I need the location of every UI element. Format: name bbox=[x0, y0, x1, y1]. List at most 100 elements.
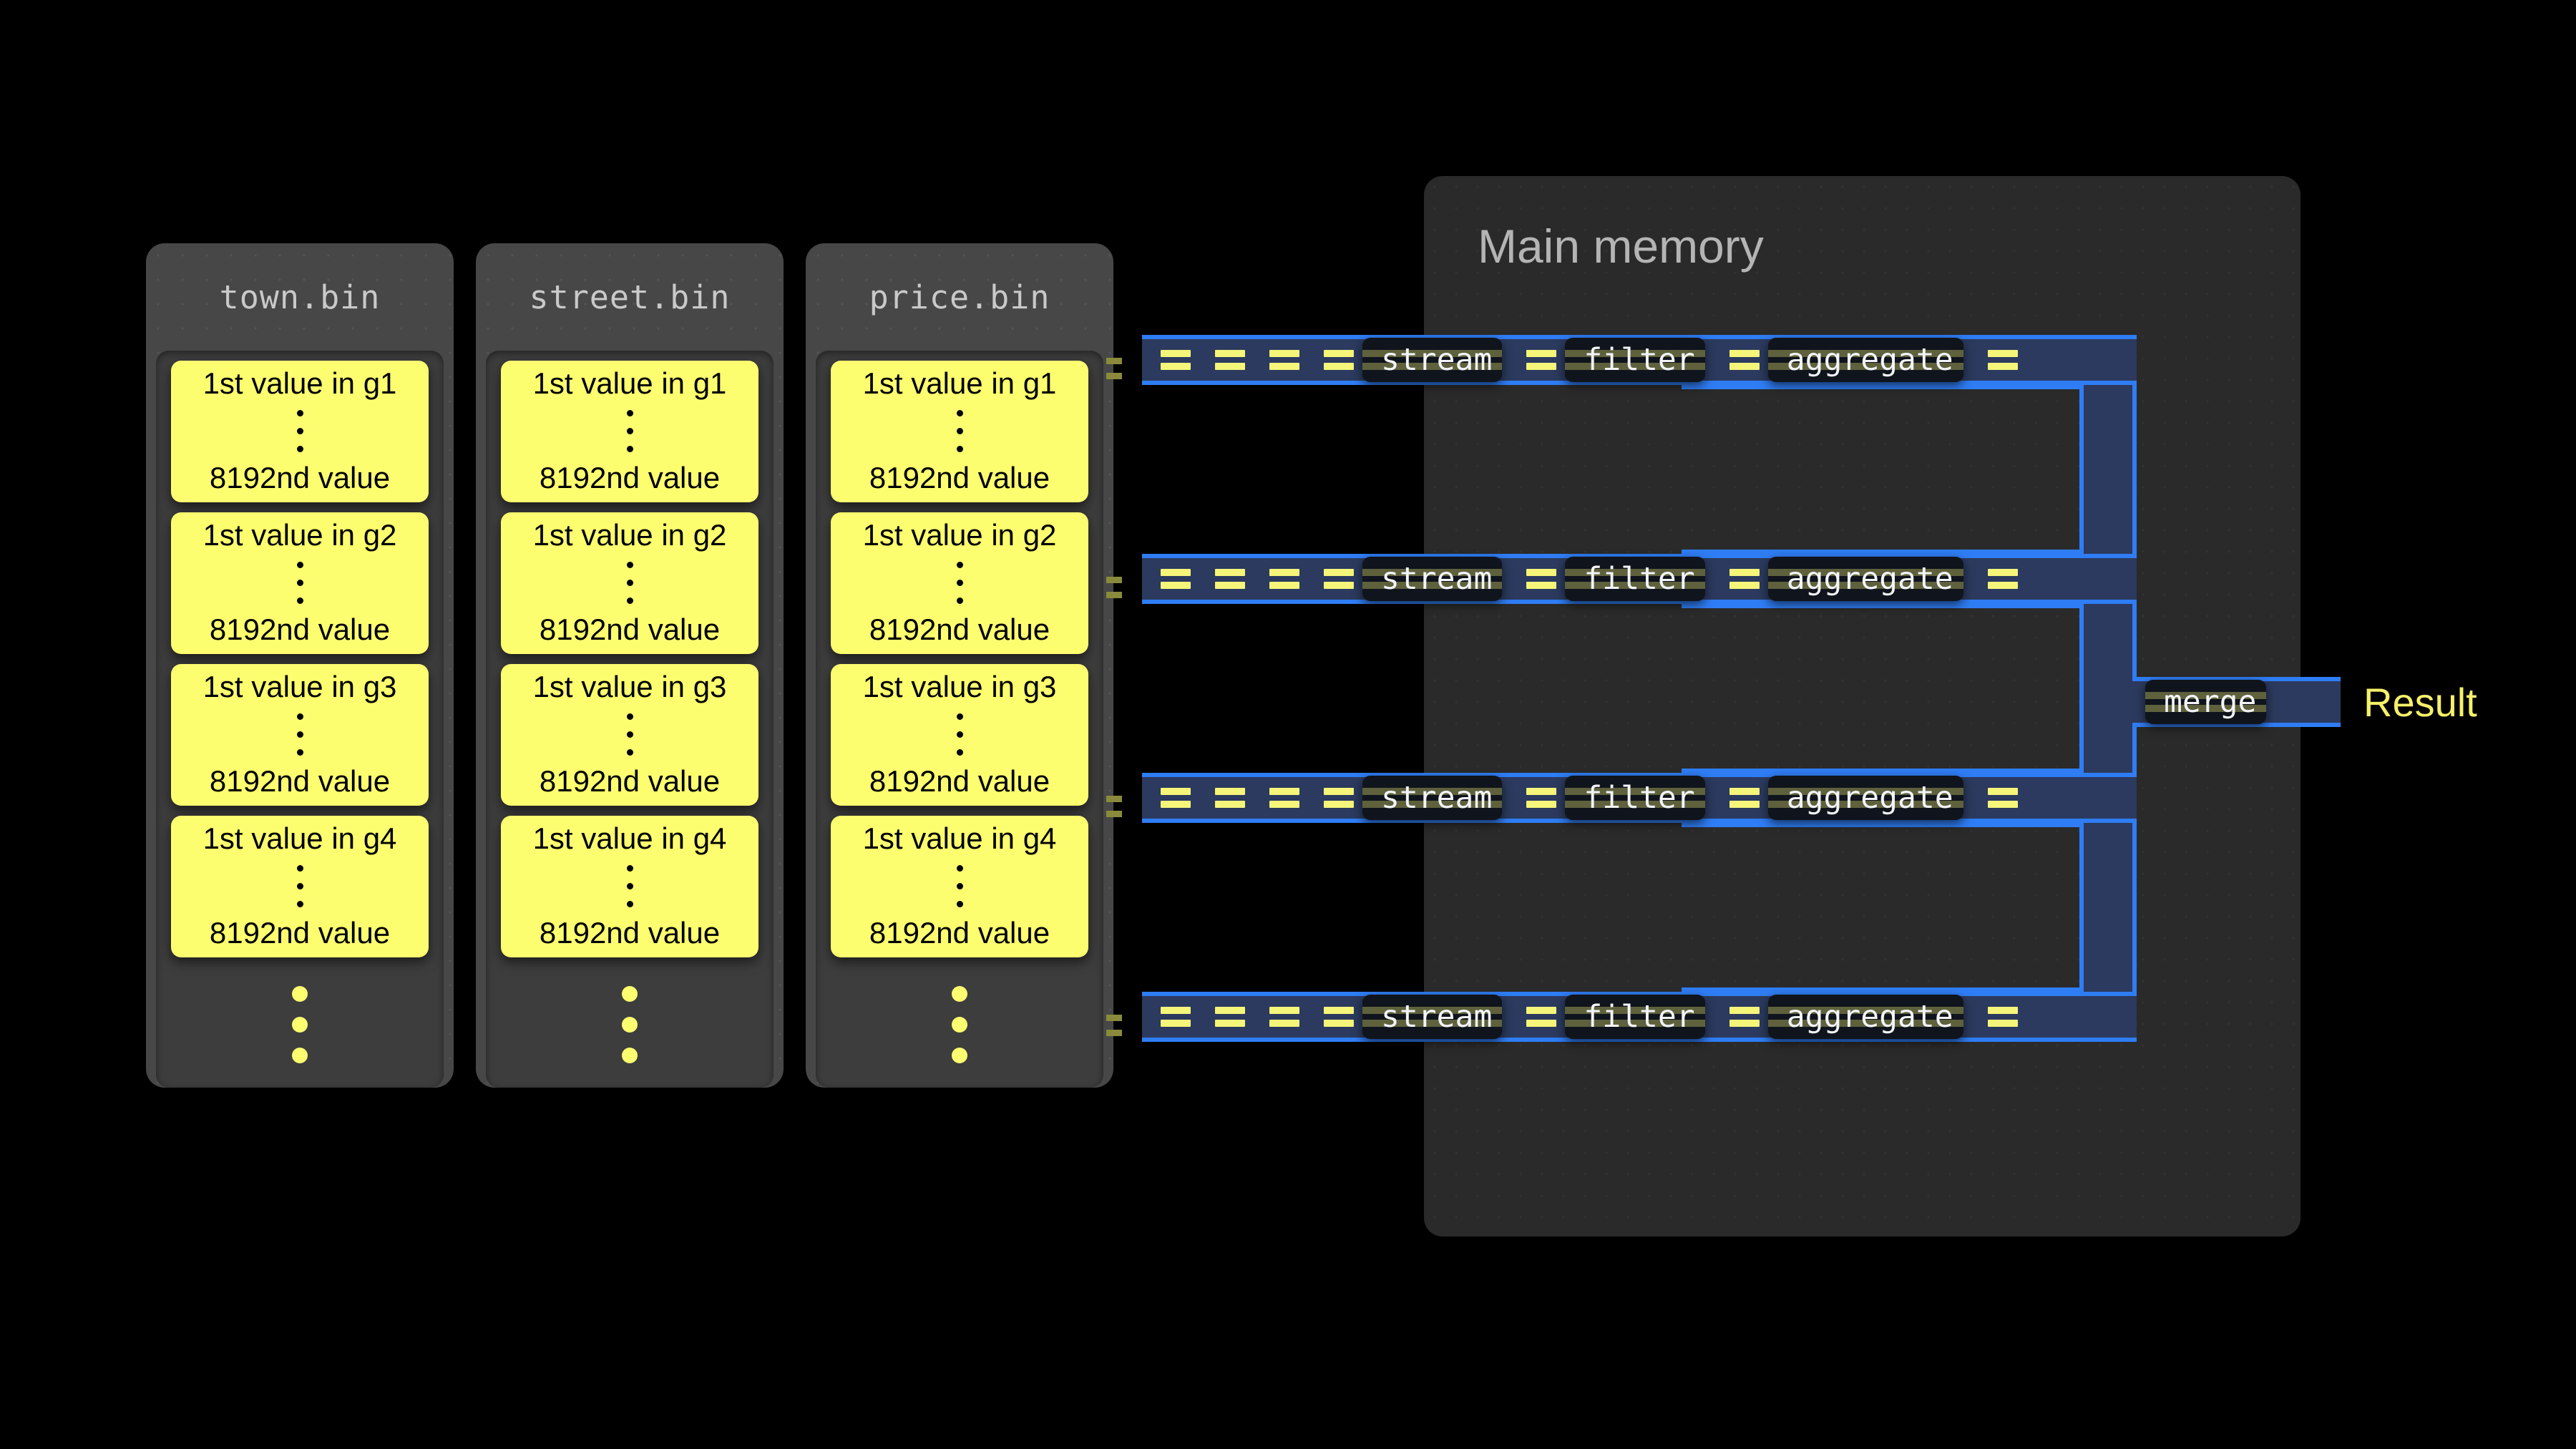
pipeline-stage-label: stream bbox=[1381, 780, 1493, 816]
pipeline-stage-label: filter bbox=[1584, 561, 1695, 597]
data-flow-equals-icon bbox=[1526, 348, 1557, 372]
data-flow-stub-icon bbox=[1106, 1015, 1122, 1036]
data-flow-equals-icon bbox=[1215, 1005, 1245, 1029]
data-flow-stub-icon bbox=[1106, 358, 1122, 379]
data-flow-equals-icon bbox=[1269, 1005, 1299, 1029]
pipeline-stage-label: stream bbox=[1381, 342, 1493, 378]
pipeline-stage-label: aggregate bbox=[1786, 999, 1953, 1035]
group-first-value: 1st value in g1 bbox=[203, 366, 397, 400]
vertical-ellipsis-icon bbox=[956, 561, 963, 604]
group-block: 1st value in g4 8192nd value bbox=[171, 816, 429, 957]
group-last-value: 8192nd value bbox=[209, 763, 391, 798]
merge-node[interactable]: merge bbox=[2137, 677, 2341, 727]
vertical-ellipsis-icon bbox=[956, 864, 963, 907]
group-last-value: 8192nd value bbox=[869, 612, 1050, 646]
data-flow-equals-icon bbox=[1269, 786, 1299, 810]
data-flow-equals-icon bbox=[1987, 348, 2018, 372]
group-block: 1st value in g1 8192nd value bbox=[171, 361, 429, 502]
file-column-blocks: 1st value in g1 8192nd value 1st value i… bbox=[816, 351, 1103, 1088]
pipeline-row-2: stream filter aggregate bbox=[1142, 554, 2137, 604]
group-first-value: 1st value in g2 bbox=[532, 518, 727, 552]
group-first-value: 1st value in g2 bbox=[862, 518, 1057, 552]
vertical-ellipsis-icon bbox=[296, 409, 303, 452]
group-last-value: 8192nd value bbox=[869, 763, 1050, 798]
group-last-value: 8192nd value bbox=[209, 460, 391, 494]
data-flow-equals-icon bbox=[1729, 1005, 1760, 1029]
more-blocks-ellipsis-icon bbox=[816, 967, 1103, 1088]
pipeline-stage-label: aggregate bbox=[1786, 780, 1953, 816]
data-flow-equals-icon bbox=[1161, 567, 1191, 591]
group-last-value: 8192nd value bbox=[539, 915, 721, 950]
pipeline-stage-stream[interactable]: stream bbox=[1362, 995, 1503, 1039]
pipeline-stage-filter[interactable]: filter bbox=[1565, 338, 1705, 382]
data-flow-equals-icon bbox=[1729, 567, 1760, 591]
group-first-value: 1st value in g4 bbox=[203, 821, 397, 855]
group-block: 1st value in g4 8192nd value bbox=[501, 816, 758, 957]
vertical-ellipsis-icon bbox=[956, 713, 963, 756]
group-first-value: 1st value in g4 bbox=[532, 821, 727, 855]
file-column-header: price.bin bbox=[869, 278, 1050, 316]
file-column-header: town.bin bbox=[219, 278, 381, 316]
group-last-value: 8192nd value bbox=[869, 460, 1050, 494]
data-flow-equals-icon bbox=[1215, 348, 1245, 372]
data-flow-equals-icon bbox=[1729, 786, 1760, 810]
group-first-value: 1st value in g1 bbox=[532, 366, 727, 400]
pipeline-row-3: stream filter aggregate bbox=[1142, 773, 2137, 823]
pipeline-stage-filter[interactable]: filter bbox=[1565, 557, 1705, 601]
file-column-blocks: 1st value in g1 8192nd value 1st value i… bbox=[486, 351, 774, 1088]
group-block: 1st value in g1 8192nd value bbox=[831, 361, 1088, 502]
merge-pill[interactable]: merge bbox=[2145, 680, 2267, 724]
group-first-value: 1st value in g3 bbox=[532, 670, 727, 703]
file-column-header: street.bin bbox=[529, 278, 731, 316]
group-last-value: 8192nd value bbox=[539, 460, 721, 494]
file-column-town-bin: town.bin 1st value in g1 8192nd value 1s… bbox=[146, 243, 454, 1088]
group-block: 1st value in g1 8192nd value bbox=[501, 361, 758, 502]
pipeline-stage-aggregate[interactable]: aggregate bbox=[1767, 776, 1963, 820]
data-flow-equals-icon bbox=[1526, 567, 1557, 591]
pipeline-stage-filter[interactable]: filter bbox=[1565, 776, 1705, 820]
data-flow-equals-icon bbox=[1526, 1005, 1557, 1029]
data-flow-equals-icon bbox=[1987, 786, 2018, 810]
data-flow-equals-icon bbox=[1324, 567, 1354, 591]
pipeline-stage-label: filter bbox=[1584, 780, 1695, 816]
pipeline-stage-stream[interactable]: stream bbox=[1362, 557, 1503, 601]
data-flow-equals-icon bbox=[1269, 348, 1299, 372]
vertical-ellipsis-icon bbox=[626, 561, 633, 604]
group-block: 1st value in g3 8192nd value bbox=[501, 664, 758, 806]
vertical-ellipsis-icon bbox=[626, 713, 633, 756]
data-flow-equals-icon bbox=[1161, 1005, 1191, 1029]
data-flow-equals-icon bbox=[1526, 786, 1557, 810]
pipeline-stage-stream[interactable]: stream bbox=[1362, 338, 1503, 382]
pipeline-stage-stream[interactable]: stream bbox=[1362, 776, 1503, 820]
group-last-value: 8192nd value bbox=[869, 915, 1050, 950]
pipeline-stage-label: aggregate bbox=[1786, 561, 1953, 597]
group-first-value: 1st value in g1 bbox=[862, 366, 1057, 400]
data-flow-equals-icon bbox=[1729, 348, 1760, 372]
data-flow-equals-icon bbox=[1215, 567, 1245, 591]
group-block: 1st value in g3 8192nd value bbox=[831, 664, 1088, 806]
group-first-value: 1st value in g4 bbox=[862, 821, 1057, 855]
more-blocks-ellipsis-icon bbox=[156, 967, 444, 1088]
data-flow-equals-icon bbox=[1161, 786, 1191, 810]
pipeline-stage-aggregate[interactable]: aggregate bbox=[1767, 338, 1963, 382]
file-column-price-bin: price.bin 1st value in g1 8192nd value 1… bbox=[806, 243, 1113, 1088]
file-column-street-bin: street.bin 1st value in g1 8192nd value … bbox=[476, 243, 784, 1088]
data-flow-stub-icon bbox=[1106, 577, 1122, 598]
data-flow-equals-icon bbox=[1324, 348, 1354, 372]
data-flow-equals-icon bbox=[1215, 786, 1245, 810]
group-last-value: 8192nd value bbox=[209, 612, 391, 646]
group-first-value: 1st value in g3 bbox=[862, 670, 1057, 703]
pipeline-stage-aggregate[interactable]: aggregate bbox=[1767, 995, 1963, 1039]
pipeline-stage-aggregate[interactable]: aggregate bbox=[1767, 557, 1963, 601]
group-block: 1st value in g2 8192nd value bbox=[831, 512, 1088, 654]
pipeline-stage-filter[interactable]: filter bbox=[1565, 995, 1705, 1039]
pipeline-stage-label: filter bbox=[1584, 342, 1695, 378]
vertical-ellipsis-icon bbox=[296, 561, 303, 604]
group-first-value: 1st value in g3 bbox=[203, 670, 397, 703]
file-column-blocks: 1st value in g1 8192nd value 1st value i… bbox=[156, 351, 444, 1088]
pipeline-stage-label: stream bbox=[1381, 999, 1493, 1035]
vertical-ellipsis-icon bbox=[626, 409, 633, 452]
vertical-ellipsis-icon bbox=[956, 409, 963, 452]
data-flow-equals-icon bbox=[1324, 786, 1354, 810]
